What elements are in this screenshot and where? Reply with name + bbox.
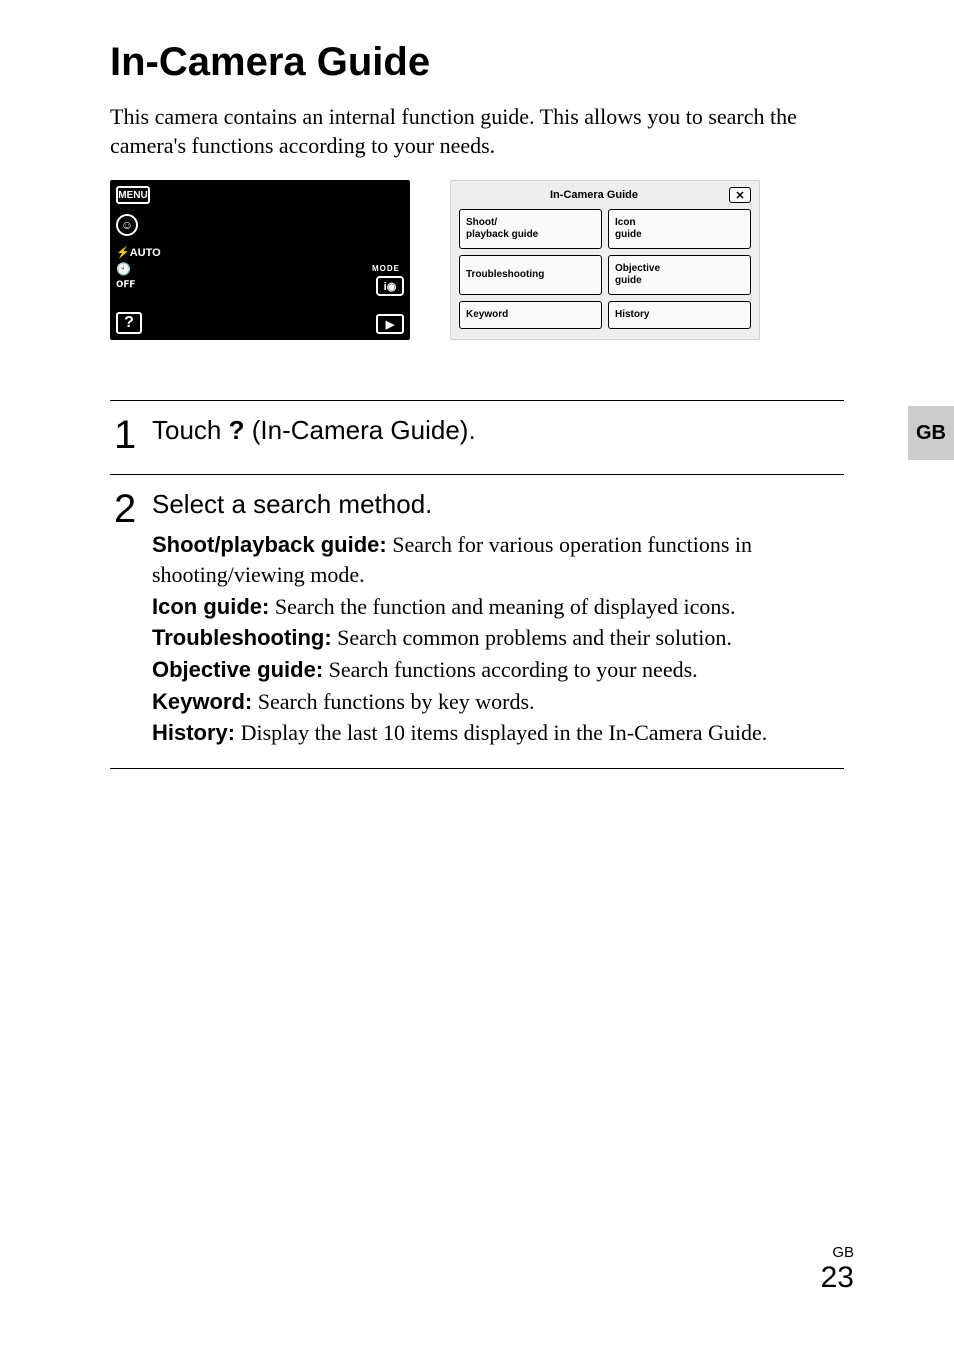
camera-lcd: MENU ☺ ⚡AUTO 🕙ᴏꜰꜰ ? MODE i◉ ▶ xyxy=(110,180,410,340)
page-title: In-Camera Guide xyxy=(110,40,844,85)
smile-icon[interactable]: ☺ xyxy=(116,214,138,236)
timer-off-icon[interactable]: 🕙ᴏꜰꜰ xyxy=(116,266,142,286)
step-2-item-icon: Icon guide: Search the function and mean… xyxy=(152,592,840,622)
step-2-item-keyword: Keyword: Search functions by key words. xyxy=(152,687,840,717)
step-2-item-history: History: Display the last 10 items displ… xyxy=(152,718,840,748)
step-1-heading: Touch ? (In-Camera Guide). xyxy=(152,415,840,446)
footer-page-number: 23 xyxy=(821,1261,854,1294)
step-2-item-shoot: Shoot/playback guide: Search for various… xyxy=(152,530,840,589)
language-tab: GB xyxy=(908,406,954,460)
menu-button[interactable]: MENU xyxy=(116,186,150,204)
screenshots-row: MENU ☺ ⚡AUTO 🕙ᴏꜰꜰ ? MODE i◉ ▶ In-Camera … xyxy=(110,180,844,340)
guide-cell-icon-guide[interactable]: Icon guide xyxy=(608,209,751,249)
step-1-heading-pre: Touch xyxy=(152,415,229,445)
guide-cell-troubleshooting[interactable]: Troubleshooting xyxy=(459,255,602,295)
step-2-item-trouble: Troubleshooting: Search common problems … xyxy=(152,623,840,653)
step-2-number: 2 xyxy=(114,489,152,750)
guide-cell-objective[interactable]: Objective guide xyxy=(608,255,751,295)
intro-text: This camera contains an internal functio… xyxy=(110,103,844,160)
play-button[interactable]: ▶ xyxy=(376,314,404,334)
step-1-number: 1 xyxy=(114,415,152,456)
guide-screen: In-Camera Guide ✕ Shoot/ playback guide … xyxy=(450,180,760,340)
guide-cell-keyword[interactable]: Keyword xyxy=(459,301,602,329)
step-2: 2 Select a search method. Shoot/playback… xyxy=(110,474,844,769)
close-icon[interactable]: ✕ xyxy=(729,187,751,203)
help-icon[interactable]: ? xyxy=(116,312,142,334)
guide-cell-shoot-playback[interactable]: Shoot/ playback guide xyxy=(459,209,602,249)
page-footer: GB 23 xyxy=(821,1244,854,1295)
guide-cell-history[interactable]: History xyxy=(608,301,751,329)
flash-auto-icon[interactable]: ⚡AUTO xyxy=(116,246,161,259)
guide-header-title: In-Camera Guide xyxy=(459,189,729,201)
mode-label: MODE xyxy=(372,264,400,273)
question-icon: ? xyxy=(229,415,245,445)
step-2-item-objective: Objective guide: Search functions accord… xyxy=(152,655,840,685)
step-1-heading-post: (In-Camera Guide). xyxy=(245,415,476,445)
footer-lang: GB xyxy=(821,1244,854,1261)
mode-button[interactable]: i◉ xyxy=(376,276,404,296)
step-1: 1 Touch ? (In-Camera Guide). xyxy=(110,400,844,474)
step-2-heading: Select a search method. xyxy=(152,489,840,520)
